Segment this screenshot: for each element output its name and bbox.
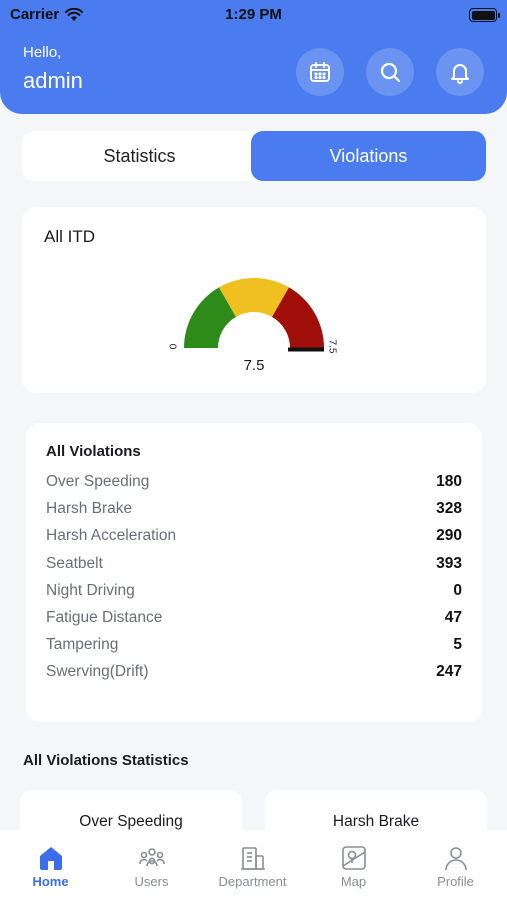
wifi-icon [65,7,84,21]
notifications-button[interactable] [436,48,484,96]
carrier: Carrier [10,6,84,23]
gauge-segment-red [272,287,324,348]
violation-count: 290 [436,527,462,545]
search-icon [380,62,401,83]
stat-card-title: Over Speeding [79,813,183,830]
nav-map-label: Map [340,874,367,889]
nav-department[interactable]: Department [202,830,303,900]
violation-label: Harsh Acceleration [46,527,177,545]
tab-violations[interactable]: Violations [251,131,486,181]
violation-row: Harsh Acceleration 290 [46,527,462,549]
status-bar: Carrier 1:29 PM [10,6,500,24]
bottom-nav: Home Users Department Map Profile [0,830,507,900]
itd-max-label: 7.5 [326,339,338,354]
violation-label: Over Speeding [46,473,150,490]
violation-row: Seatbelt 393 [46,555,462,577]
violation-label: Tampering [46,636,119,654]
gauge-segment-green [184,287,236,348]
violation-count: 247 [436,663,462,681]
itd-gauge [184,278,324,352]
profile-icon [445,847,467,871]
nav-users-label: Users [134,874,169,889]
battery-icon [469,8,500,22]
username: admin [23,68,83,93]
bell-icon [451,64,469,84]
violation-label: Seatbelt [46,554,103,572]
itd-title: All ITD [44,227,95,246]
violation-count: 393 [436,554,462,572]
home-icon [40,847,62,870]
violation-label: Swerving(Drift) [46,663,149,681]
map-icon [342,846,366,870]
nav-profile-label: Profile [437,874,474,889]
nav-profile[interactable]: Profile [405,830,506,900]
itd-card: All ITD 7.5 0 7.5 [22,207,486,393]
gauge-segment-yellow [219,278,289,317]
itd-value: 7.5 [243,357,265,374]
violation-row: Tampering 5 [46,636,462,658]
violation-row: Night Driving 0 [46,582,462,604]
statistics-title: All Violations Statistics [23,752,189,769]
violation-count: 180 [436,473,462,490]
violation-count: 47 [444,609,462,626]
violation-count: 0 [453,581,462,599]
stat-card-title: Harsh Brake [332,813,420,830]
greeting: Hello, [23,44,62,61]
violation-label: Harsh Brake [46,500,133,518]
tab-statistics[interactable]: Statistics [103,145,176,166]
nav-home[interactable]: Home [0,830,101,900]
department-icon [241,847,265,870]
nav-map[interactable]: Map [303,830,404,900]
carrier-label: Carrier [10,6,60,23]
violations-title: All Violations [46,443,141,460]
search-button[interactable] [366,48,414,96]
clock: 1:29 PM [225,6,282,23]
calendar-button[interactable] [296,48,344,96]
violation-count: 328 [436,500,462,518]
itd-min-label: 0 [166,343,178,350]
violation-row: Fatigue Distance 47 [46,609,462,631]
nav-users[interactable]: Users [101,830,202,900]
violation-row: Swerving(Drift) 247 [46,663,462,685]
violation-count: 5 [453,636,462,654]
violation-label: Night Driving [46,581,135,599]
nav-home-label: Home [32,874,69,889]
violations-card: All Violations Over Speeding 180 Harsh Bra… [26,423,482,722]
violation-row: Over Speeding 180 [46,473,462,495]
violation-label: Fatigue Distance [46,609,163,626]
nav-department-label: Department [218,874,287,889]
violation-row: Harsh Brake 328 [46,500,462,522]
segment-control: Statistics Violations [22,131,486,181]
users-icon [139,848,165,867]
app-header: Carrier 1:29 PM Hello, admin [0,0,507,114]
calendar-icon [310,62,330,82]
